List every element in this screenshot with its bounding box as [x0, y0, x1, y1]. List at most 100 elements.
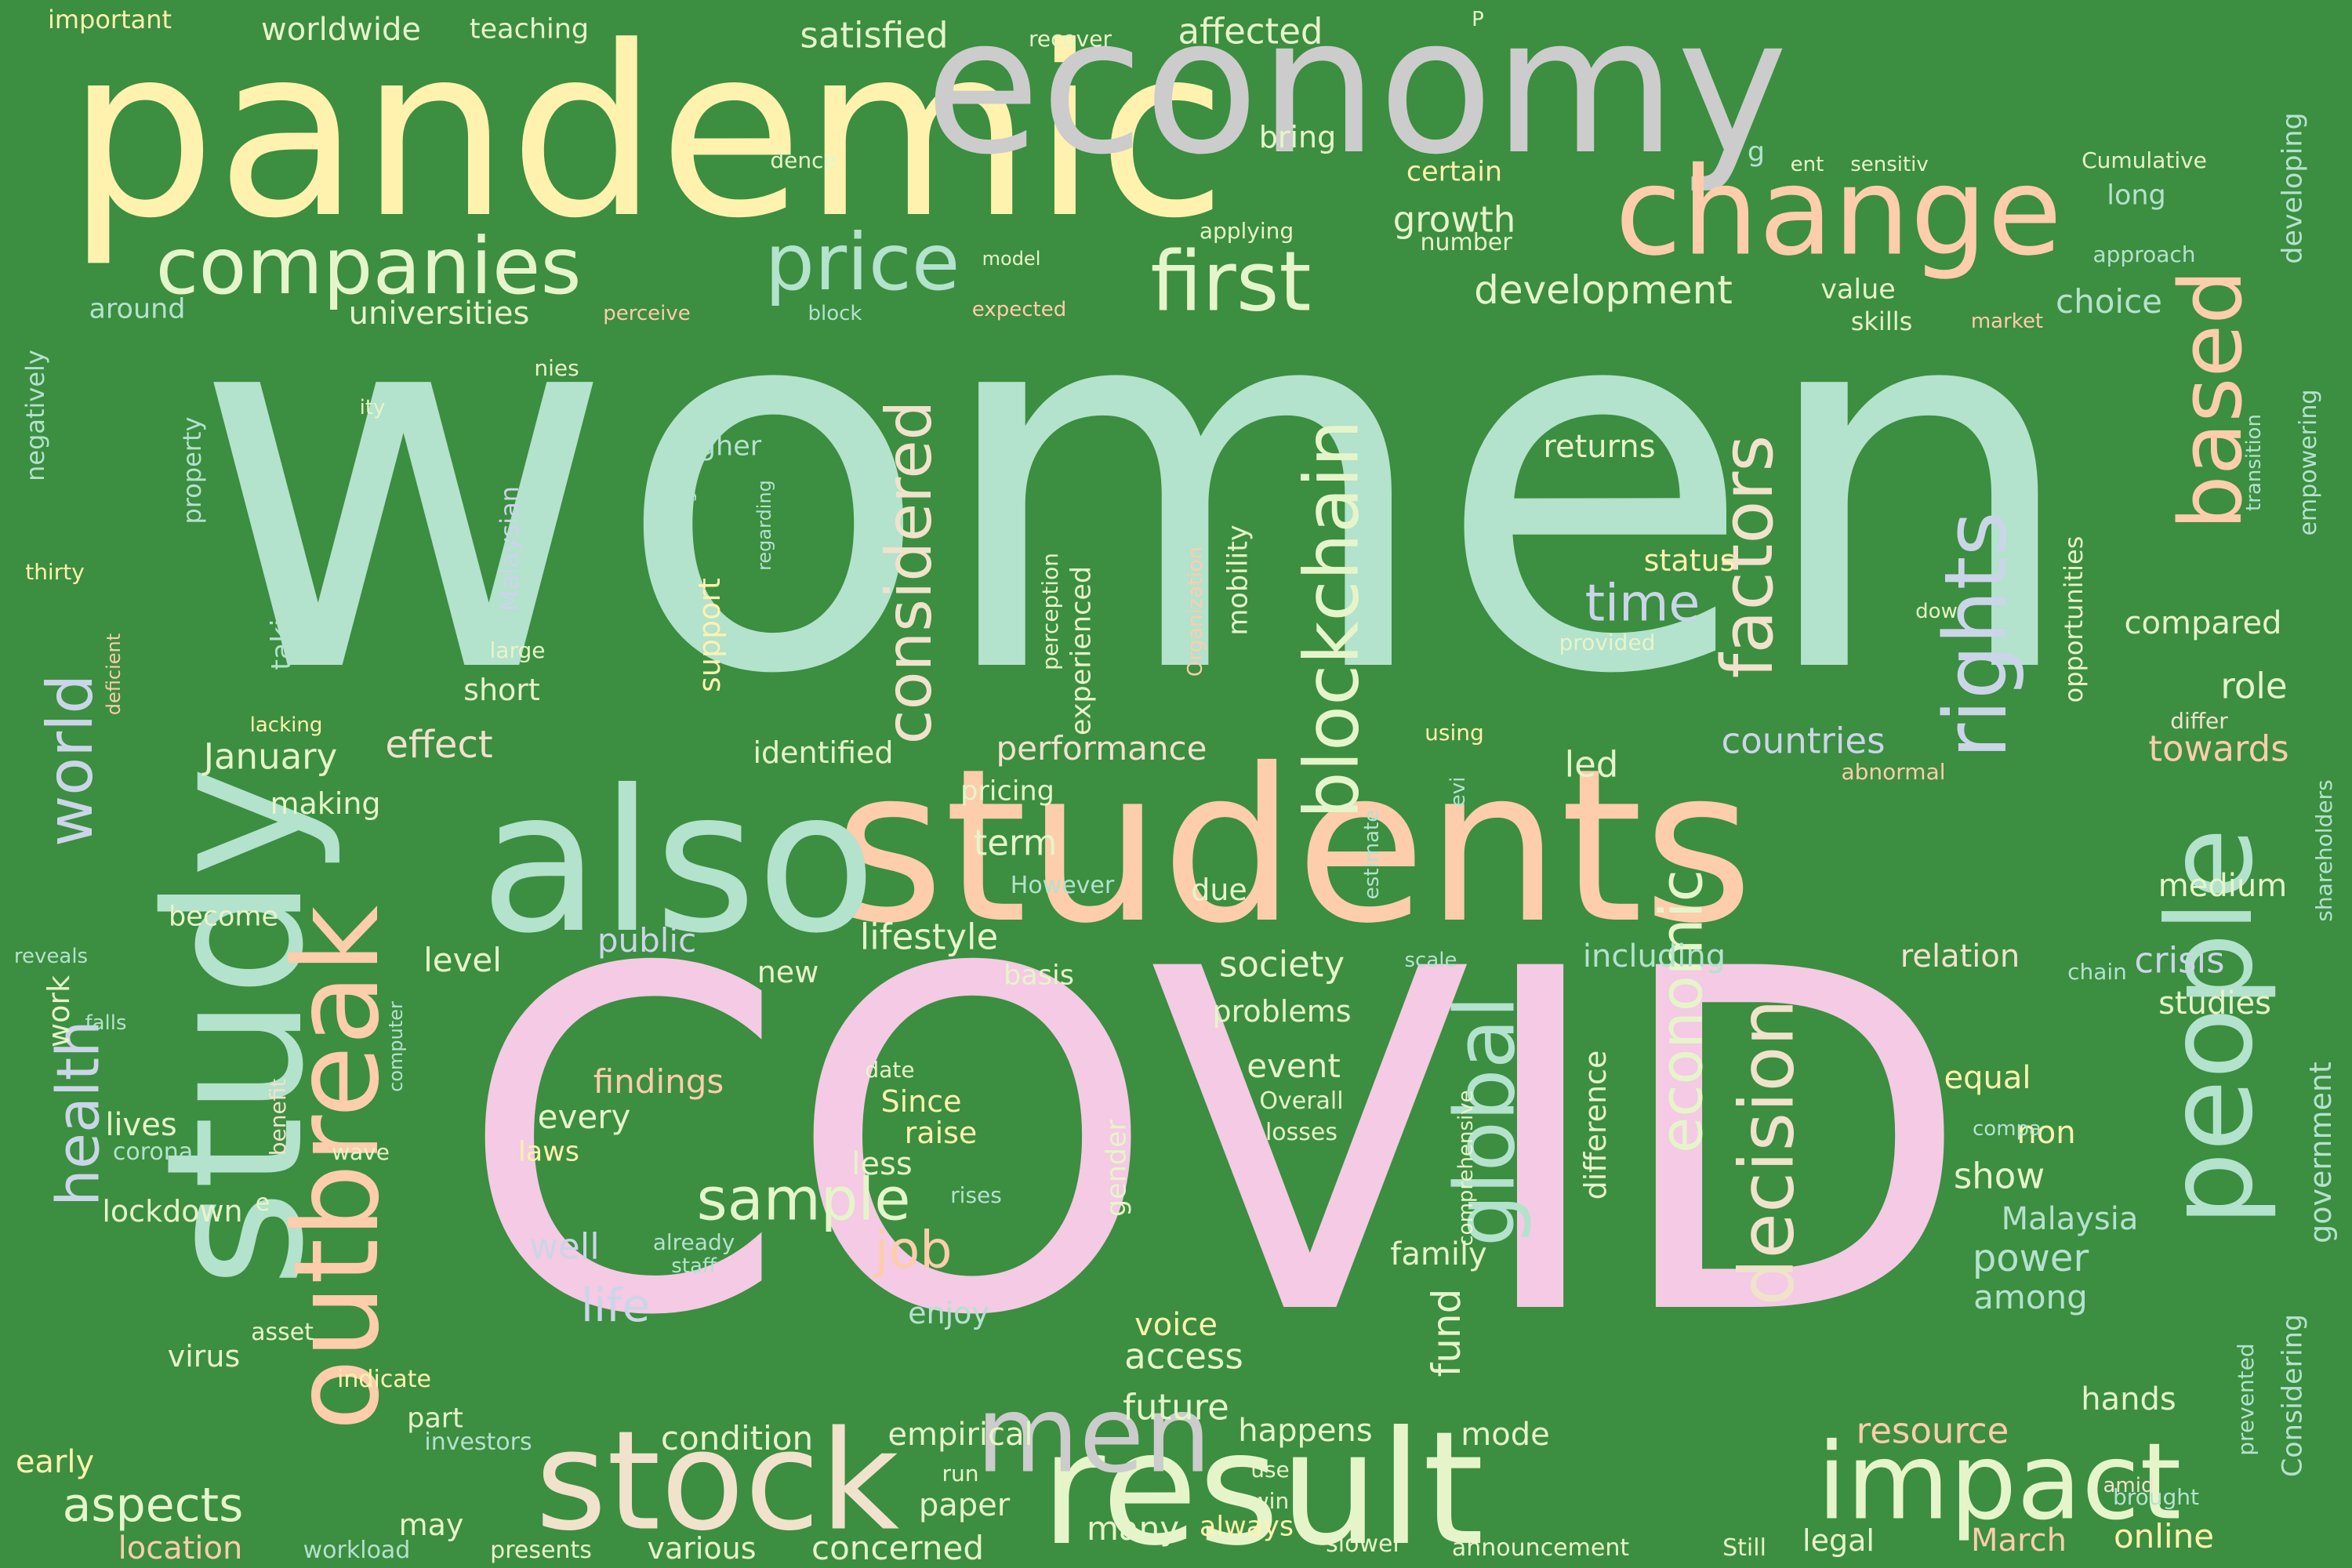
- cloud-word: based: [2161, 269, 2261, 531]
- cloud-word: health: [43, 1020, 113, 1207]
- cloud-word: losses: [1265, 1119, 1338, 1146]
- cloud-word: January: [203, 735, 338, 778]
- cloud-word: non: [2016, 1115, 2076, 1151]
- cloud-word: presents: [490, 1537, 592, 1564]
- cloud-word: thirty: [25, 559, 85, 585]
- cloud-word: use: [1250, 1457, 1290, 1483]
- cloud-word: government: [2303, 1062, 2338, 1243]
- cloud-word: women: [191, 184, 2082, 787]
- cloud-word: pandemic: [67, 0, 1227, 270]
- cloud-word: paper: [918, 1487, 1011, 1523]
- cloud-word: abnormal: [1841, 759, 1946, 785]
- cloud-word: worldwide: [261, 12, 421, 48]
- cloud-word: date: [865, 1057, 915, 1083]
- cloud-word: lives: [105, 1107, 177, 1143]
- cloud-word: expected: [971, 298, 1067, 321]
- cloud-word: day: [710, 396, 748, 419]
- cloud-word: due: [1191, 873, 1247, 907]
- cloud-word: identified: [753, 735, 894, 770]
- cloud-word: family: [1390, 1236, 1487, 1272]
- cloud-word: enjoy: [908, 1296, 989, 1330]
- cloud-word: society: [1218, 943, 1345, 985]
- cloud-word: towards: [2148, 728, 2289, 770]
- cloud-word: always: [1199, 1511, 1294, 1543]
- cloud-word: estimate: [1360, 809, 1384, 900]
- cloud-word: falls: [85, 1011, 127, 1035]
- cloud-word: negatively: [20, 350, 50, 481]
- cloud-word: led: [1564, 743, 1619, 786]
- cloud-word: voice: [1134, 1307, 1218, 1343]
- cloud-word: economic: [1646, 869, 1716, 1153]
- cloud-word: role: [2220, 665, 2288, 707]
- cloud-word: economy: [924, 0, 1788, 196]
- cloud-word: certain: [1406, 156, 1503, 188]
- cloud-word: term: [973, 822, 1058, 864]
- cloud-word: However: [1010, 872, 1115, 899]
- cloud-word: important: [47, 5, 172, 34]
- cloud-word: Cumulative: [2082, 147, 2207, 173]
- cloud-word: P: [1472, 8, 1484, 31]
- cloud-word: future: [1123, 1386, 1229, 1428]
- cloud-word: already: [652, 1229, 735, 1255]
- cloud-word: perception: [1037, 553, 1063, 670]
- cloud-word: mode: [1461, 1417, 1550, 1453]
- cloud-word: satisfied: [800, 14, 949, 56]
- cloud-word: empirical: [887, 1417, 1033, 1453]
- cloud-word: skills: [1850, 307, 1913, 336]
- cloud-word: result: [1040, 1398, 1484, 1568]
- cloud-word: property: [177, 416, 207, 524]
- cloud-word: learning: [675, 491, 697, 568]
- cloud-word: differ: [2170, 708, 2228, 734]
- cloud-word: run: [942, 1461, 979, 1486]
- cloud-word: workload: [303, 1537, 411, 1564]
- cloud-word: among: [1973, 1278, 2088, 1316]
- cloud-word: comprehensive: [1454, 1090, 1478, 1247]
- cloud-word: equal: [1944, 1060, 2031, 1096]
- cloud-word: Malaysian: [495, 485, 524, 612]
- cloud-word: change: [1614, 140, 2063, 283]
- cloud-word: corona: [112, 1138, 194, 1166]
- cloud-word: outbreak: [269, 905, 405, 1432]
- cloud-word: blockchain: [1289, 419, 1376, 819]
- cloud-word: time: [1584, 574, 1700, 633]
- cloud-word: experienced: [1065, 565, 1098, 736]
- cloud-word: long: [2107, 180, 2166, 212]
- cloud-word: performance: [996, 729, 1207, 768]
- cloud-word: win: [1250, 1488, 1290, 1514]
- cloud-word: brought: [2112, 1484, 2200, 1510]
- cloud-word: sensitiv: [1850, 153, 1929, 176]
- cloud-word: large: [489, 637, 546, 663]
- cloud-word: higher: [673, 430, 762, 463]
- cloud-word: compa: [1973, 1117, 2042, 1141]
- cloud-word: difference: [1578, 1050, 1613, 1200]
- cloud-word: happens: [1238, 1413, 1373, 1449]
- cloud-word: also: [480, 748, 877, 976]
- cloud-word: regarding: [753, 480, 775, 571]
- cloud-word: dow: [1915, 600, 1958, 623]
- cloud-word: become: [168, 901, 279, 933]
- cloud-word: provided: [1559, 630, 1656, 655]
- cloud-word: value: [1820, 274, 1896, 306]
- cloud-word: pricing: [960, 775, 1054, 808]
- cloud-word: announcement: [1451, 1534, 1630, 1562]
- cloud-word: compared: [2124, 605, 2282, 641]
- cloud-word: new: [757, 955, 819, 989]
- cloud-word: approach: [2092, 241, 2196, 267]
- cloud-word: level: [423, 941, 502, 979]
- cloud-word: every: [537, 1098, 631, 1136]
- cloud-word: lockdown: [102, 1194, 243, 1229]
- cloud-word: event: [1247, 1047, 1341, 1085]
- cloud-word: less: [851, 1146, 913, 1182]
- cloud-word: scale: [1404, 949, 1457, 972]
- cloud-word: decision: [1724, 999, 1811, 1306]
- cloud-word: job: [874, 1221, 953, 1280]
- cloud-word: problems: [1212, 994, 1352, 1029]
- cloud-word: transition: [2242, 414, 2266, 511]
- cloud-word: chain: [2067, 959, 2127, 985]
- cloud-word: opportunities: [2059, 535, 2089, 703]
- cloud-word: concerned: [811, 1529, 984, 1567]
- cloud-word: early: [15, 1444, 95, 1480]
- cloud-word: ity: [359, 396, 386, 419]
- cloud-word: model: [982, 248, 1041, 270]
